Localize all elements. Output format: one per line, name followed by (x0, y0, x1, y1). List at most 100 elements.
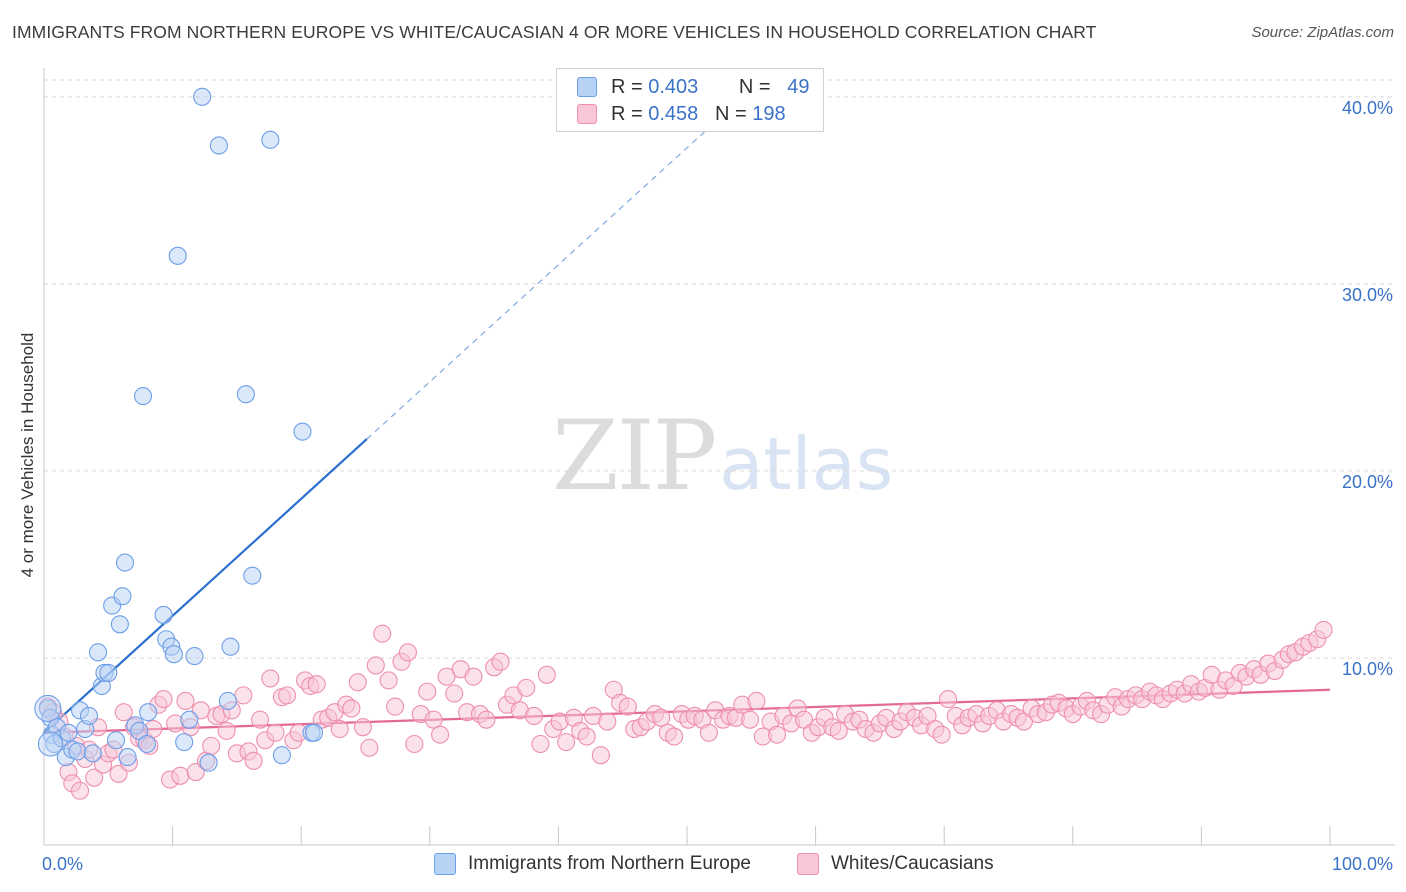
pink-data-point (154, 690, 173, 709)
y-tick-label: 20.0% (1342, 472, 1393, 492)
pink-data-point (1314, 620, 1333, 639)
pink-data-point (531, 734, 550, 754)
legend-n-label: N = (714, 102, 747, 125)
blue-data-point (221, 637, 240, 656)
blue-data-point (180, 710, 199, 729)
blue-data-point (236, 385, 255, 404)
blue-data-point (185, 647, 204, 666)
pink-data-point (186, 763, 205, 782)
blue-data-point (99, 663, 118, 682)
blue-data-point (305, 723, 324, 742)
blue-data-point (154, 605, 173, 624)
pink-data-point (652, 708, 671, 727)
pink-data-point (517, 678, 536, 697)
y-axis-label: 4 or more Vehicles in Household (18, 332, 37, 578)
blue-trend-extension (366, 123, 714, 440)
blue-data-point (115, 553, 135, 572)
pink-data-point (405, 734, 424, 754)
pink-data-point (261, 669, 280, 688)
pink-data-point (244, 751, 263, 770)
pink-swatch-icon (797, 853, 819, 875)
blue-data-point (193, 87, 212, 106)
x-tick-label: 0.0% (42, 854, 83, 874)
pink-data-point (665, 727, 684, 746)
blue-swatch-icon (577, 77, 597, 97)
pink-data-point (598, 712, 617, 731)
y-tick-label: 30.0% (1342, 285, 1393, 305)
pink-data-point (939, 690, 958, 709)
pink-data-point (217, 721, 236, 740)
pink-swatch-icon (577, 104, 597, 124)
pink-data-point (740, 710, 760, 729)
pink-data-point (491, 652, 510, 671)
pink-data-point (373, 624, 392, 643)
pink-data-point (618, 697, 637, 716)
blue-data-point (79, 706, 99, 725)
legend-r-label: R = (611, 102, 643, 125)
pink-data-point (829, 721, 848, 740)
x-tick-label: 100.0% (1332, 854, 1393, 874)
pink-data-point (379, 671, 398, 690)
blue-data-point (88, 643, 108, 662)
pink-data-point (109, 764, 128, 783)
pink-data-point (386, 697, 405, 716)
legend-r-label: R = (611, 75, 643, 98)
pink-data-point (353, 718, 372, 737)
blue-data-point (261, 130, 280, 149)
blue-data-point (113, 587, 132, 606)
blue-data-point (272, 746, 291, 765)
legend-n-value: 198 (752, 102, 786, 125)
pink-data-point (234, 686, 253, 705)
pink-data-point (70, 781, 90, 800)
blue-data-point (106, 731, 126, 750)
pink-data-point (747, 691, 766, 711)
blue-data-point (137, 734, 156, 754)
pink-data-point (424, 710, 443, 729)
pink-data-point (477, 710, 496, 729)
pink-data-point (307, 675, 326, 694)
pink-data-point (464, 667, 483, 686)
blue-data-point (218, 691, 237, 711)
chart-title: IMMIGRANTS FROM NORTHERN EUROPE VS WHITE… (12, 22, 1097, 42)
pink-data-point (445, 684, 464, 703)
blue-swatch-icon (434, 853, 456, 875)
y-tick-label: 40.0% (1342, 98, 1393, 118)
pink-data-point (360, 738, 379, 757)
legend-item-northern-europe: Immigrants from Northern Europe (434, 852, 751, 876)
blue-data-point (110, 615, 129, 634)
pink-data-point (537, 665, 556, 684)
legend-row-pink: R = 0.458 N = 198 (577, 102, 786, 126)
blue-data-point (83, 744, 102, 763)
blue-data-point (243, 566, 262, 585)
pink-data-point (418, 682, 437, 701)
pink-data-point (524, 706, 544, 725)
blue-data-point (68, 742, 87, 761)
pink-data-point (330, 719, 349, 739)
blue-data-point (34, 694, 62, 723)
pink-data-point (250, 710, 270, 729)
legend-row-blue: R = 0.403 N = 49 (577, 75, 810, 99)
legend-item-whites: Whites/Caucasians (797, 852, 994, 876)
legend-r-value: 0.403 (648, 75, 699, 98)
blue-data-point (168, 246, 187, 265)
pink-data-point (202, 736, 221, 755)
pink-data-point (431, 725, 450, 744)
pink-data-point (342, 699, 361, 718)
pink-data-point (557, 733, 576, 752)
chart-source: Source: ZipAtlas.com (1251, 24, 1394, 41)
pink-data-point (114, 703, 133, 722)
axes (43, 68, 1395, 846)
blue-data-point (199, 753, 218, 772)
blue-data-point (293, 422, 312, 441)
legend-n-label: N = (738, 75, 771, 98)
blue-data-point (59, 723, 78, 742)
pink-data-point (699, 723, 718, 742)
pink-data-point (366, 656, 385, 675)
pink-data-point (591, 746, 610, 765)
blue-data-point (164, 645, 183, 664)
data-points (34, 87, 1333, 800)
pink-data-point (176, 691, 195, 711)
pink-data-point (577, 727, 596, 746)
pink-data-point (932, 725, 951, 744)
